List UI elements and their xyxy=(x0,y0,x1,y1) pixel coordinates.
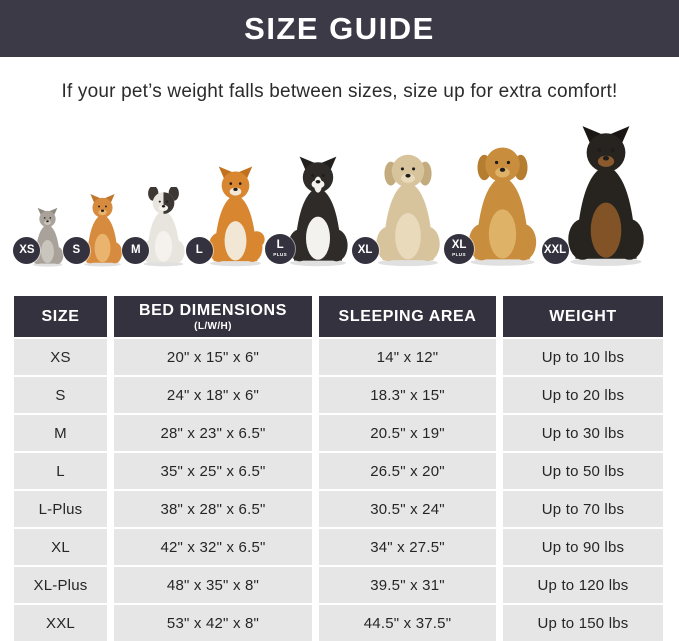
animal-french-bulldog: M xyxy=(122,187,192,267)
cell-bed-dimensions: 42" x 32" x 6.5" xyxy=(114,529,312,565)
size-badge-l-plus: L PLUS xyxy=(265,234,296,264)
animal-cat: XS xyxy=(13,207,69,267)
cell-weight: Up to 10 lbs xyxy=(503,339,663,375)
cell-bed-dimensions: 28" x 23" x 6.5" xyxy=(114,415,312,451)
animal-golden-retriever: XL PLUS xyxy=(444,139,548,267)
cell-sleeping-area: 34" x 27.5" xyxy=(319,529,496,565)
cell-weight: Up to 90 lbs xyxy=(503,529,663,565)
cell-sleeping-area: 30.5" x 24" xyxy=(319,491,496,527)
cell-size: L xyxy=(14,453,107,489)
size-badge-label: L xyxy=(195,243,203,256)
size-badge-sub-label: PLUS xyxy=(452,252,466,258)
cell-bed-dimensions: 48" x 35" x 8" xyxy=(114,567,312,603)
size-badge-l: L xyxy=(185,237,213,264)
cell-weight: Up to 70 lbs xyxy=(503,491,663,527)
border-collie-icon xyxy=(288,156,348,267)
column-header-weight-label: WEIGHT xyxy=(549,307,617,325)
size-badge-xxl: XXL xyxy=(541,237,569,264)
size-badge-label: S xyxy=(72,243,81,256)
size-badge-m: M xyxy=(122,237,150,264)
column-header-size: SIZE xyxy=(14,296,107,337)
cell-sleeping-area: 20.5" x 19" xyxy=(319,415,496,451)
cell-weight: Up to 120 lbs xyxy=(503,567,663,603)
animal-doberman: XXL xyxy=(541,124,657,267)
cell-size: XS xyxy=(14,339,107,375)
shiba-inu-icon xyxy=(208,166,265,267)
cell-sleeping-area: 14" x 12" xyxy=(319,339,496,375)
cell-size: XXL xyxy=(14,605,107,641)
cell-size: S xyxy=(14,377,107,413)
cell-weight: Up to 30 lbs xyxy=(503,415,663,451)
french-bulldog-icon xyxy=(142,187,185,267)
labrador-icon xyxy=(375,154,440,267)
column-header-sleeping-area-label: SLEEPING AREA xyxy=(338,307,477,325)
cell-sleeping-area: 18.3" x 15" xyxy=(319,377,496,413)
size-badge-xl: XL xyxy=(351,237,379,264)
cell-size: XL-Plus xyxy=(14,567,107,603)
doberman-icon xyxy=(567,126,644,266)
size-badge-s: S xyxy=(62,237,90,264)
page-title: SIZE GUIDE xyxy=(244,10,435,46)
column-header-bed-dimensions-label: BED DIMENSIONS xyxy=(139,301,287,319)
golden-retriever-icon xyxy=(468,147,537,266)
header-banner: SIZE GUIDE xyxy=(0,0,679,57)
cell-bed-dimensions: 38" x 28" x 6.5" xyxy=(114,491,312,527)
column-header-bed-dimensions-sub: (L/W/H) xyxy=(194,320,232,332)
animal-pomeranian: S xyxy=(62,193,129,267)
column-header-weight: WEIGHT xyxy=(503,296,663,337)
cell-weight: Up to 20 lbs xyxy=(503,377,663,413)
cat-icon xyxy=(32,207,64,267)
size-badge-label: XXL xyxy=(543,243,567,256)
size-up-tip: If your pet’s weight falls between sizes… xyxy=(61,81,618,102)
cell-size: L-Plus xyxy=(14,491,107,527)
size-badge-label: XL xyxy=(451,239,467,252)
size-badge-label: XL xyxy=(357,243,373,256)
cell-bed-dimensions: 20" x 15" x 6" xyxy=(114,339,312,375)
size-badge-label: M xyxy=(131,243,141,256)
pomeranian-icon xyxy=(82,194,122,267)
animal-labrador: XL xyxy=(351,147,451,267)
column-header-size-label: SIZE xyxy=(41,307,80,325)
cell-sleeping-area: 26.5" x 20" xyxy=(319,453,496,489)
cell-size: XL xyxy=(14,529,107,565)
cell-bed-dimensions: 24" x 18" x 6" xyxy=(114,377,312,413)
size-badge-xl-plus: XL PLUS xyxy=(444,234,475,264)
size-badge-sub-label: PLUS xyxy=(273,252,288,258)
size-table: SIZE BED DIMENSIONS (L/W/H) SLEEPING ARE… xyxy=(14,296,665,641)
column-header-bed-dimensions: BED DIMENSIONS (L/W/H) xyxy=(114,296,312,337)
cell-bed-dimensions: 35" x 25" x 6.5" xyxy=(114,453,312,489)
column-header-sleeping-area: SLEEPING AREA xyxy=(319,296,496,337)
cell-sleeping-area: 44.5" x 37.5" xyxy=(319,605,496,641)
cell-weight: Up to 150 lbs xyxy=(503,605,663,641)
cell-sleeping-area: 39.5" x 31" xyxy=(319,567,496,603)
size-badge-label: XS xyxy=(19,243,35,256)
cell-weight: Up to 50 lbs xyxy=(503,453,663,489)
pet-size-illustrations: XS S M xyxy=(0,105,679,271)
cell-bed-dimensions: 53" x 42" x 8" xyxy=(114,605,312,641)
cell-size: M xyxy=(14,415,107,451)
size-badge-xs: XS xyxy=(13,237,41,264)
size-badge-label: L xyxy=(276,239,284,252)
animal-border-collie: L PLUS xyxy=(265,155,358,267)
animal-shiba-inu: L xyxy=(185,165,272,267)
